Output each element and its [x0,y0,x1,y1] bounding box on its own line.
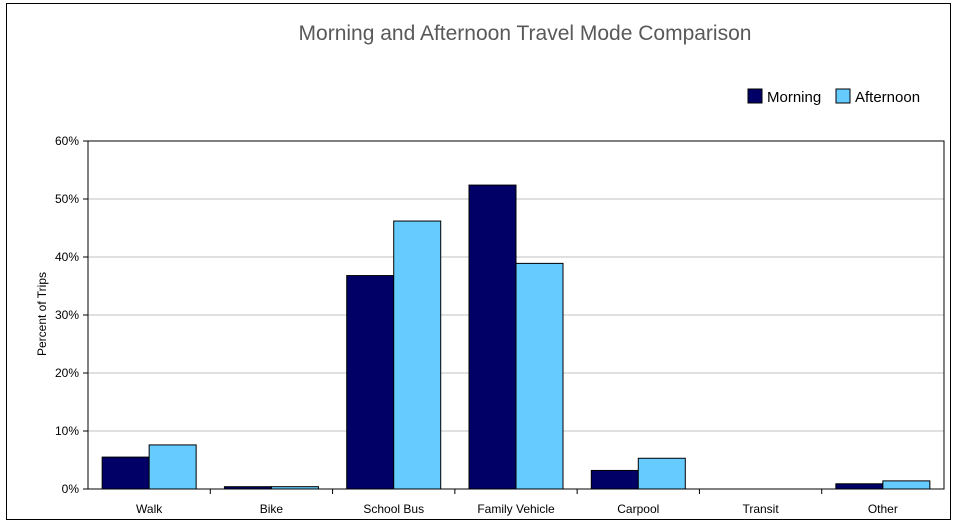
bar-morning-carpool [590,469,639,490]
bar-afternoon-other [882,480,931,490]
x-tick-label: Carpool [617,502,659,516]
legend-label-afternoon: Afternoon [855,89,920,106]
y-axis-title: Percent of Trips [35,272,49,356]
y-tick-label: 10% [55,424,79,438]
y-tick-label: 20% [55,366,79,380]
y-tick-label: 40% [55,250,79,264]
bar-afternoon-family-vehicle [515,262,564,490]
y-tick-label: 50% [55,192,79,206]
chart-title: Morning and Afternoon Travel Mode Compar… [299,22,752,45]
bar-morning-other [835,483,884,490]
bar-morning-walk [101,456,150,490]
x-tick-label: School Bus [363,502,424,516]
y-tick-label: 30% [55,308,79,322]
legend-swatch-morning [747,88,763,104]
x-tick-label: Transit [742,502,779,516]
bar-morning-family-vehicle [468,184,517,490]
x-tick-label: Other [868,502,898,516]
plot-border [87,140,945,490]
legend: Morning Afternoon [747,88,920,106]
y-tick-label: 0% [62,482,80,496]
bar-morning-school-bus [346,275,395,490]
y-tick-label: 60% [55,134,79,148]
plot-area: 0% 10% 20% 30% 40% 50% 60% Walk Bike School Bus Fa… [55,134,945,516]
x-tick-label: Bike [260,502,284,516]
bar-afternoon-school-bus [393,220,442,490]
x-tick-label: Family Vehicle [477,502,555,516]
legend-swatch-afternoon [835,88,851,104]
bar-afternoon-walk [148,444,197,490]
bar-afternoon-carpool [637,457,686,490]
legend-label-morning: Morning [767,89,821,106]
x-tick-label: Walk [136,502,163,516]
